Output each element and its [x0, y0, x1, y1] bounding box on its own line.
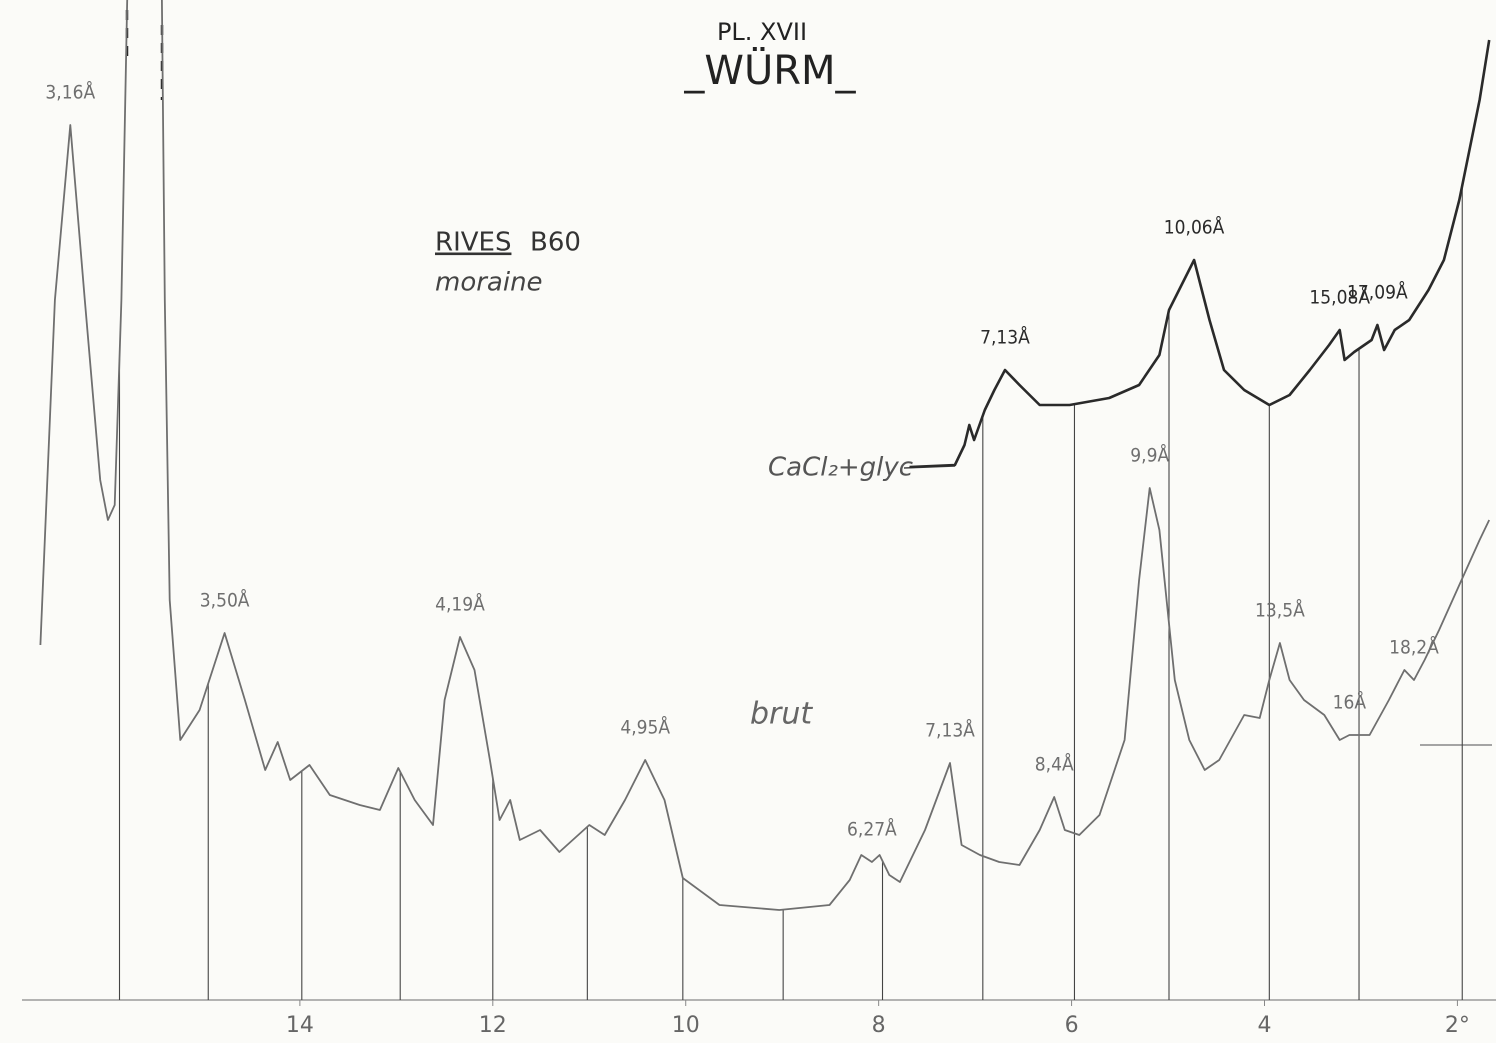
material: moraine — [435, 268, 543, 298]
series-line — [909, 39, 1491, 469]
x-tick-label: 10 — [672, 1013, 700, 1038]
peak-label: 18,2Å — [1389, 636, 1439, 659]
series-label: brut — [750, 697, 813, 732]
x-tick-label: 4 — [1257, 1013, 1271, 1038]
peak-label: 17,09Å — [1347, 281, 1408, 304]
sample-id: B60 — [530, 228, 581, 258]
peak-label: 10,06Å — [1164, 216, 1225, 239]
peak-label: 15,08Å — [1309, 286, 1370, 309]
x-tick-label: 14 — [286, 1013, 314, 1038]
peak-label: 13,5Å — [1255, 599, 1305, 622]
sample-name: RIVES — [435, 228, 511, 258]
x-tick-label: 6 — [1065, 1013, 1079, 1038]
series-label: CaCl₂+glyc — [768, 453, 913, 483]
peak-label: 7,13Å — [980, 326, 1030, 349]
series-line — [39, 0, 129, 646]
chart-subtitle: _WÜRM_ — [683, 46, 856, 94]
x-tick-label: 12 — [479, 1013, 507, 1038]
peak-label: 9,9Å — [1130, 444, 1169, 467]
series-line — [161, 0, 1491, 911]
peak-label: 7,13Å — [925, 719, 975, 742]
peak-label: 4,95Å — [620, 716, 670, 739]
chart-title: PL. XVII — [717, 18, 807, 46]
peak-label: 8,4Å — [1035, 753, 1074, 776]
peak-label: 3,16Å — [45, 81, 95, 104]
peak-label: 16Å — [1333, 691, 1367, 714]
x-tick-label: 8 — [872, 1013, 886, 1038]
peak-label: 4,19Å — [435, 593, 485, 616]
x-tick-label: 2° — [1445, 1013, 1470, 1038]
peak-label: 6,27Å — [847, 818, 897, 841]
peak-label: 3,50Å — [200, 589, 250, 612]
